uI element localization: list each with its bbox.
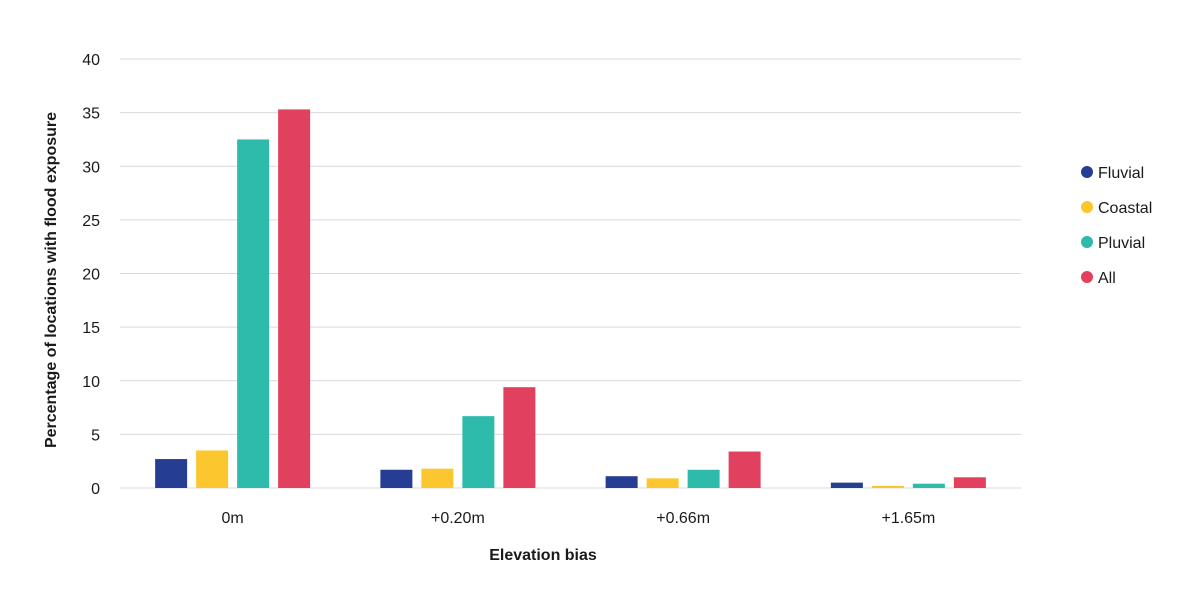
bar-fluvial-1 [380,469,413,488]
legend-label: Coastal [1098,200,1152,217]
y-tick-label: 15 [82,320,100,337]
bar-all-1 [503,387,536,488]
legend-swatch [1081,201,1093,213]
x-axis-title: Elevation bias [489,547,597,564]
bar-pluvial-0 [237,139,270,488]
y-tick-label: 25 [82,213,100,230]
y-tick-label: 10 [82,374,100,391]
x-tick-label: +0.66m [656,510,710,527]
legend-swatch [1081,166,1093,178]
bar-pluvial-2 [687,469,720,488]
bar-fluvial-0 [155,459,188,488]
legend-swatch [1081,271,1093,283]
legend-label: Pluvial [1098,235,1145,252]
y-tick-label: 40 [82,52,100,69]
legend-swatch [1081,236,1093,248]
y-axis-ticks: 0 5 10 15 20 25 30 35 40 [82,52,100,498]
x-tick-label: +1.65m [881,510,935,527]
bars [155,109,986,488]
x-axis-ticks: 0m +0.20m +0.66m +1.65m [222,510,936,527]
bar-all-2 [728,451,761,488]
legend-item-all: All [1081,270,1116,287]
bar-coastal-2 [646,478,679,488]
legend-item-coastal: Coastal [1081,200,1152,217]
bar-fluvial-3 [830,482,863,488]
bar-pluvial-3 [912,483,945,488]
y-tick-label: 5 [91,427,100,444]
y-tick-label: 0 [91,481,100,498]
gridlines [120,58,1021,489]
legend-label: All [1098,270,1116,287]
legend-item-pluvial: Pluvial [1081,235,1145,252]
bar-all-0 [278,109,311,488]
bar-coastal-1 [421,468,454,488]
y-tick-label: 30 [82,159,100,176]
bar-coastal-0 [196,450,229,488]
x-tick-label: 0m [222,510,244,527]
legend-item-fluvial: Fluvial [1081,165,1144,182]
legend-label: Fluvial [1098,165,1144,182]
bar-coastal-3 [871,485,904,488]
y-axis-title: Percentage of locations with flood expos… [43,112,60,448]
x-tick-label: +0.20m [431,510,485,527]
bar-fluvial-2 [605,476,638,488]
y-tick-label: 35 [82,106,100,123]
y-tick-label: 20 [82,267,100,284]
legend: Fluvial Coastal Pluvial All [1081,165,1152,287]
bar-pluvial-1 [462,416,495,488]
bar-all-3 [953,477,986,488]
